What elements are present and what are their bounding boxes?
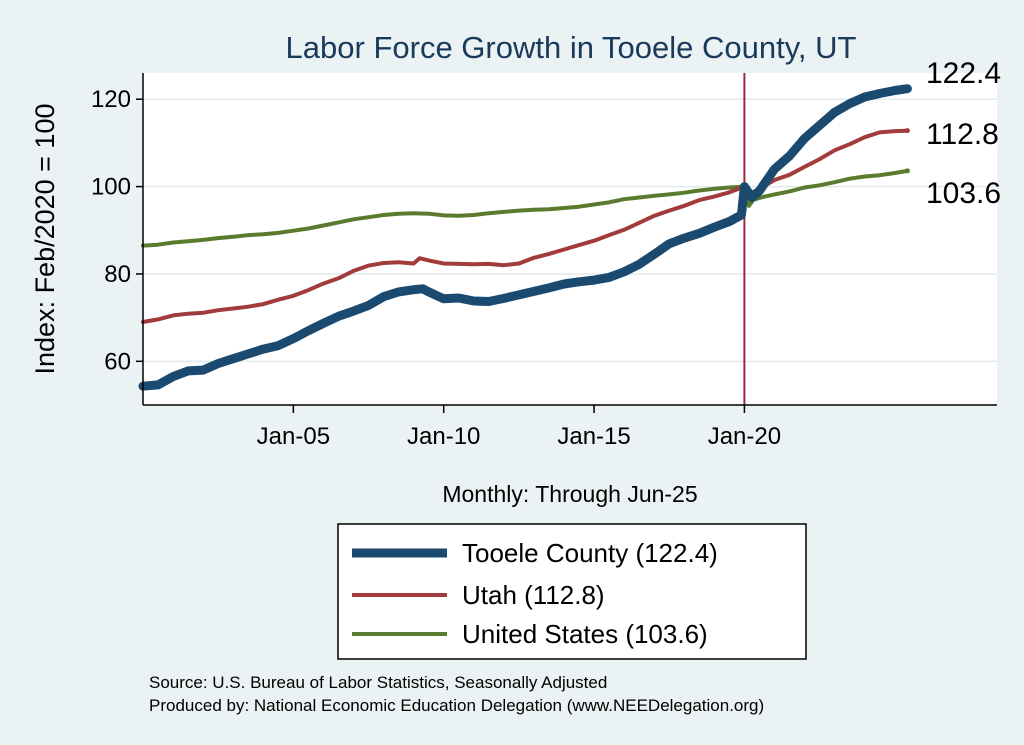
plot-area: 60 80 100 120 Jan-05 Jan-10 Jan-15 Jan-20	[91, 73, 997, 450]
legend-label: Utah (112.8)	[462, 580, 605, 610]
x-tick-label: Jan-20	[708, 423, 781, 450]
legend-label: United States (103.6)	[462, 619, 708, 649]
end-label-united-states: 103.6	[926, 177, 1001, 210]
y-axis-label: Index: Feb/2020 = 100	[30, 104, 60, 375]
series-end-point	[904, 86, 910, 92]
x-ticks: Jan-05 Jan-10 Jan-15 Jan-20	[257, 405, 781, 450]
end-label-tooele-county: 122.4	[926, 57, 1001, 90]
legend-label: Tooele County (122.4)	[462, 538, 718, 568]
x-tick-label: Jan-05	[257, 423, 330, 450]
series-end-point	[904, 168, 910, 174]
legend-items: Tooele County (122.4) Utah (112.8) United …	[352, 538, 718, 649]
y-ticks: 60 80 100 120	[91, 86, 143, 375]
chart-title: Labor Force Growth in Tooele County, UT	[286, 30, 857, 65]
source-note: Source: U.S. Bureau of Labor Statistics,…	[149, 673, 607, 692]
legend-box	[337, 523, 807, 660]
x-tick-label: Jan-15	[557, 423, 630, 450]
y-tick-label: 100	[91, 174, 131, 201]
legend: Tooele County (122.4) Utah (112.8) United …	[337, 523, 807, 660]
series-group	[138, 84, 912, 391]
series-line-tooele-county	[138, 84, 912, 391]
producer-note: Produced by: National Economic Education…	[149, 696, 764, 715]
plot-background	[143, 73, 997, 405]
series-line-utah	[141, 128, 910, 324]
series-end-point	[904, 128, 910, 134]
x-tick-label: Jan-10	[407, 423, 480, 450]
series-line-united-states	[141, 168, 910, 248]
y-tick-label: 60	[104, 348, 131, 375]
end-label-utah: 112.8	[926, 118, 999, 151]
x-axis-label: Monthly: Through Jun-25	[442, 481, 697, 507]
y-tick-label: 80	[104, 261, 131, 288]
end-labels: 122.4 112.8 103.6	[926, 57, 1001, 210]
y-tick-label: 120	[91, 86, 131, 113]
